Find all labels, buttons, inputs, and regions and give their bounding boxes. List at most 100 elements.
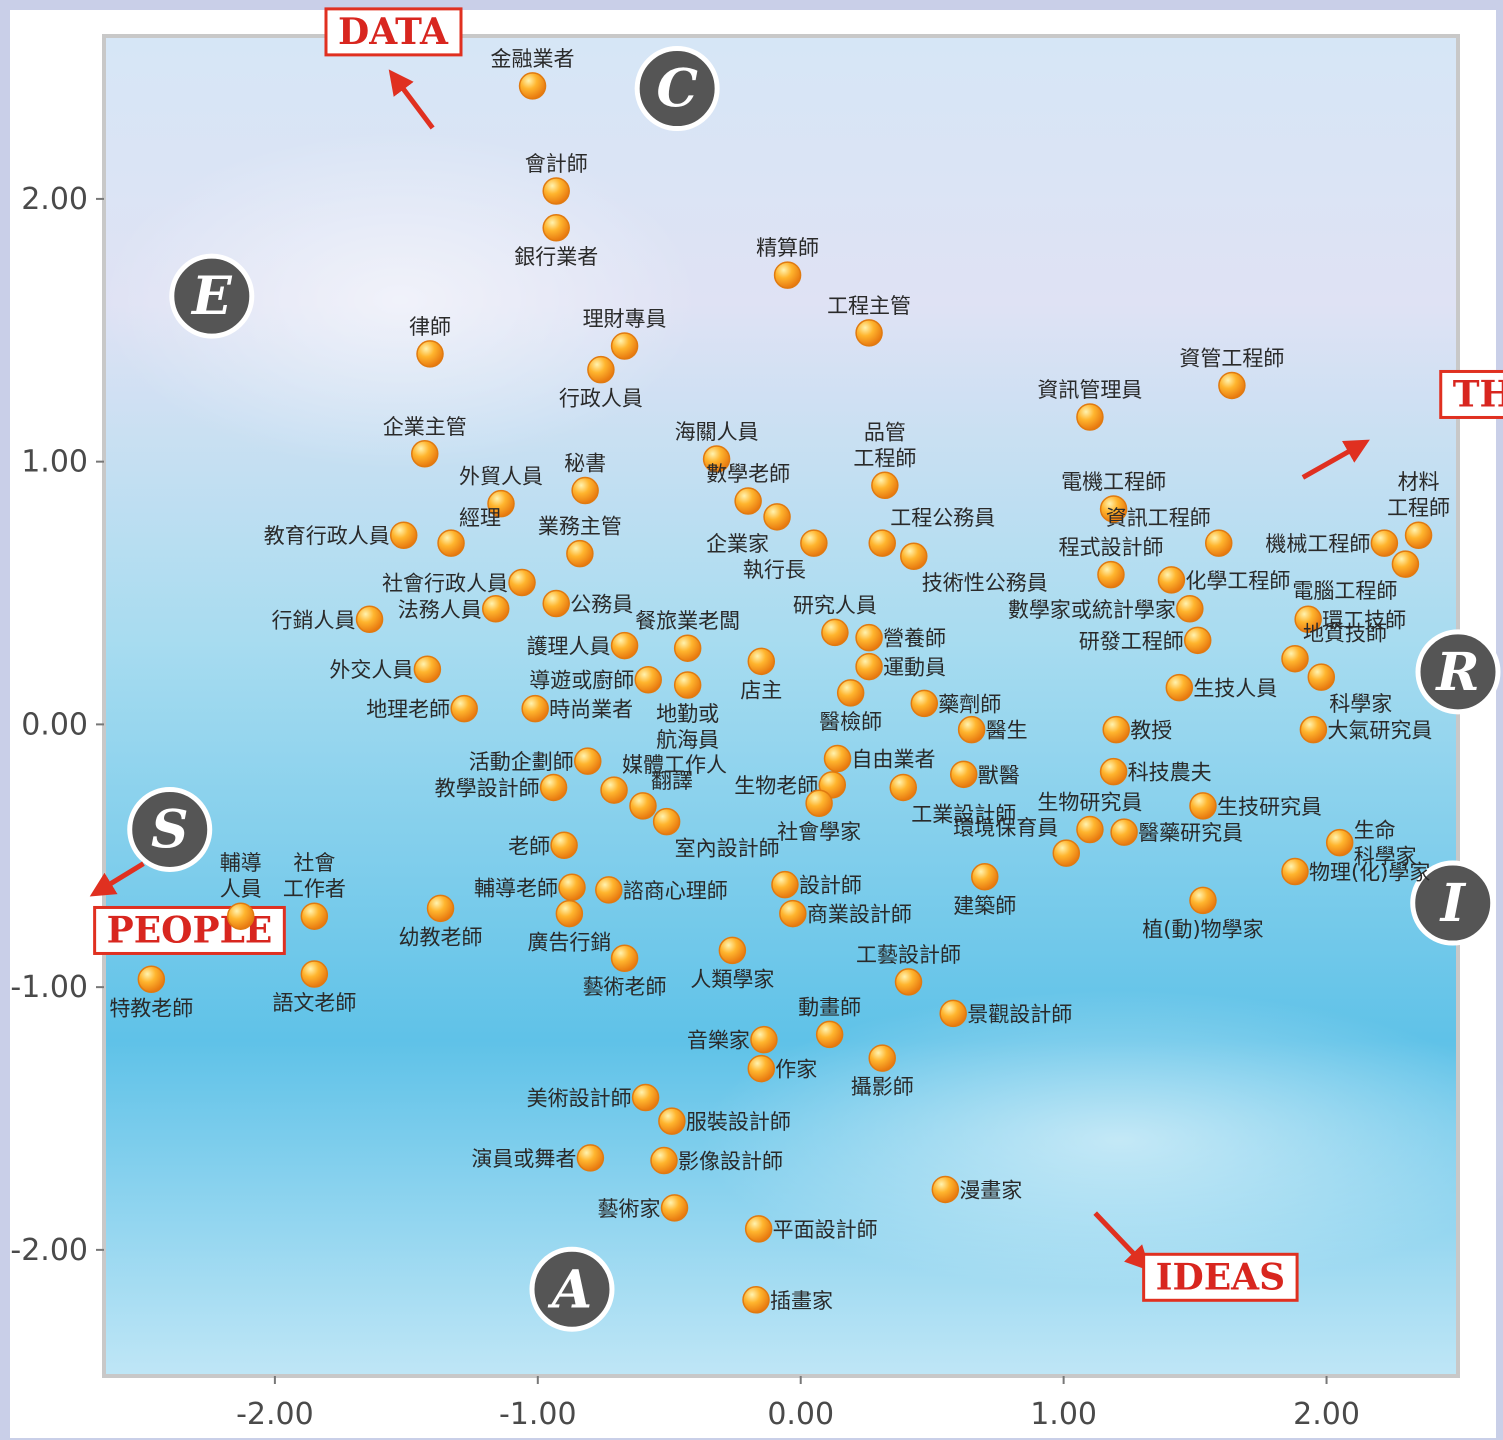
data-point-label-line: 生物老師: [734, 774, 818, 798]
data-point-label: 醫藥研究員: [1138, 821, 1243, 845]
data-point-label-line: 自由業者: [852, 748, 936, 772]
direction-arrow: [89, 861, 145, 897]
data-point: [1204, 529, 1233, 557]
data-point-label: 運動員: [883, 656, 946, 680]
data-point-label: 會計師: [525, 152, 588, 176]
data-point-label: 輔導人員: [220, 851, 262, 901]
data-point-label-line: 廣告行銷: [527, 931, 611, 955]
data-point-label: 自由業者: [852, 748, 936, 772]
data-point-label-line: 教授: [1130, 719, 1172, 743]
data-point: [1294, 605, 1322, 634]
data-point: [566, 539, 594, 568]
decor-group: C E R S I A DATA THINGS PEOPLE IDEAS: [89, 7, 1503, 1332]
data-point-label-line: 資訊工程師: [1106, 506, 1211, 530]
data-point-label: 藝術家: [598, 1197, 661, 1221]
data-point-label: 護理人員: [527, 635, 611, 659]
data-point-label-line: 藥劑師: [938, 692, 1001, 716]
data-point: [868, 529, 896, 557]
data-point-label: 銀行業者: [514, 245, 598, 269]
data-point-label: 生物老師: [734, 774, 818, 798]
data-point: [1052, 839, 1081, 867]
y-tick-label: 1.00: [21, 445, 88, 480]
data-point: [571, 476, 599, 505]
data-point-label-line: 語文老師: [272, 991, 356, 1015]
type-badge-circle: [1410, 860, 1496, 946]
data-point-label: 公務員: [570, 593, 633, 617]
data-point: [1325, 828, 1354, 857]
data-point: [542, 589, 570, 618]
data-point-label-line: 地勤或: [656, 702, 719, 726]
data-point: [610, 332, 639, 360]
data-point: [971, 863, 999, 891]
data-point-label: 植(動)物學家: [1142, 917, 1263, 941]
data-point-label: 營養師: [883, 627, 946, 651]
data-point: [939, 999, 967, 1028]
data-point: [300, 960, 329, 988]
data-point-label: 法務人員: [398, 598, 482, 622]
data-point-label: 生命科學家: [1354, 819, 1417, 869]
data-point-label: 活動企劃師: [469, 750, 574, 774]
data-point-label-line: 教學設計師: [435, 776, 540, 800]
data-point: [629, 792, 657, 820]
data-point-label: 醫檢師: [819, 710, 882, 734]
data-point-label-line: 環工技師: [1322, 608, 1406, 632]
data-point-label: 行銷人員: [272, 608, 356, 632]
data-point-label: 品管工程師: [853, 420, 916, 470]
x-tick-label: 1.00: [1030, 1397, 1097, 1432]
type-badge-letter: S: [151, 799, 189, 860]
data-point: [763, 503, 791, 531]
data-point-label: 導遊或廚師: [529, 669, 634, 693]
data-point-label: 科學家: [1329, 692, 1392, 716]
data-point-label-line: 數學家或統計學家: [1008, 598, 1176, 622]
data-point-label: 業務主管: [538, 515, 622, 539]
data-point-label-line: 企業家: [706, 532, 769, 556]
data-point-label: 語文老師: [272, 991, 356, 1015]
data-point-label-line: 醫藥研究員: [1138, 821, 1243, 845]
data-point-label-line: 研發工程師: [1079, 629, 1184, 653]
y-tick-label: -2.00: [10, 1233, 88, 1268]
data-point-label: 電機工程師: [1061, 470, 1166, 494]
direction-label-text: IDEAS: [1156, 1256, 1285, 1298]
x-tick-label: 2.00: [1293, 1397, 1360, 1432]
data-point: [1281, 644, 1309, 673]
data-point: [744, 1215, 773, 1243]
data-point: [815, 1020, 844, 1049]
direction-label-box: [1142, 1252, 1299, 1302]
data-point: [1099, 495, 1128, 523]
data-point: [587, 355, 615, 384]
direction-label: THINGS: [1439, 369, 1503, 419]
data-point: [660, 1194, 689, 1222]
data-point-label-line: 理財專員: [583, 307, 667, 331]
data-point-label: 環工技師: [1322, 608, 1406, 632]
data-point-label-line: 攝影師: [851, 1075, 914, 1099]
data-point-label: 化學工程師: [1185, 569, 1290, 593]
data-point-label-line: 醫檢師: [819, 710, 882, 734]
data-point-label: 行政人員: [559, 387, 643, 411]
data-point-label-line: 插畫家: [770, 1289, 833, 1313]
decor-cloud: [700, 990, 1503, 1290]
data-point-label-line: 工程主管: [827, 294, 911, 318]
data-point-label-line: 景觀設計師: [967, 1002, 1072, 1026]
data-point-label-line: 公務員: [570, 593, 633, 617]
data-point: [610, 944, 639, 972]
data-point-label-line: 作家: [775, 1058, 817, 1082]
data-point-label: 資訊管理員: [1037, 378, 1142, 402]
data-point-label: 插畫家: [770, 1289, 833, 1313]
type-badge-circle: [634, 46, 720, 132]
data-point-label-line: 秘書: [564, 452, 606, 476]
data-point: [355, 605, 384, 634]
data-point-label-line: 技術性公務員: [922, 571, 1048, 595]
data-point-label: 研發工程師: [1079, 629, 1184, 653]
data-point: [673, 671, 702, 699]
data-point: [411, 440, 439, 468]
data-point-label-line: 影像設計師: [678, 1150, 783, 1174]
data-point: [1189, 886, 1217, 915]
data-point: [747, 1054, 776, 1083]
data-point-label-line: 漫畫家: [959, 1178, 1022, 1202]
data-point: [1076, 815, 1104, 844]
data-point-label: 廣告行銷: [527, 931, 611, 955]
data-point-label: 機械工程師: [1265, 532, 1370, 556]
data-point-label-line: 服裝設計師: [686, 1110, 791, 1134]
